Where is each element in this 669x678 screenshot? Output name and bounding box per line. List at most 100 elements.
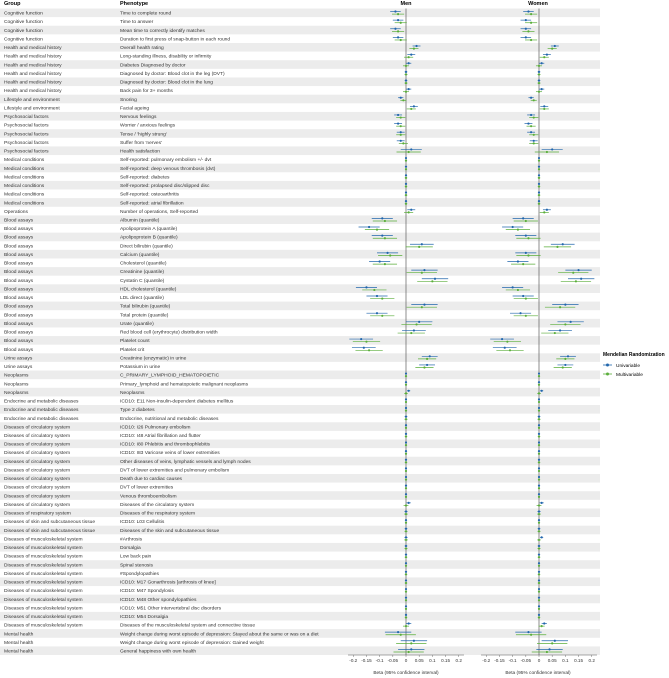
univariable-point [537,544,541,548]
multivariable-point [404,521,408,524]
univariable-point [410,208,413,211]
multivariable-point [402,99,405,102]
univariable-point [404,165,408,168]
phenotype-label: Venous thromboembolism [120,493,177,499]
multivariable-point [529,13,533,16]
univariable-point [410,53,413,56]
phenotype-label: Direct bilirubin (quantile) [120,243,173,249]
x-tick-label: 0.2 [589,658,596,663]
multivariable-point [537,599,541,602]
row-shade [0,42,600,52]
univariable-point [412,639,416,642]
univariable-point [553,44,556,48]
group-label: Diseases of musculoskeletal system [4,580,83,586]
row-shade [0,180,600,190]
univariable-point [561,243,564,246]
phenotype-label: Total protein (quantile) [120,312,169,318]
multivariable-point [396,30,400,33]
univariable-point [537,156,541,160]
univariable-point [537,493,541,496]
x-tick-label: 0.15 [574,658,583,663]
multivariable-point [537,176,541,179]
multivariable-point [404,400,408,404]
univariable-point [537,553,541,556]
group-label: Psychosocial factors [4,114,49,120]
multivariable-point [540,625,543,628]
multivariable-point [522,262,525,266]
multivariable-point [574,280,578,283]
univariable-point [418,320,421,323]
phenotype-label: Endocrine, nutritional and metabolic dis… [120,416,219,422]
phenotype-label: Tense / 'highly strung' [120,131,167,137]
univariable-point [519,312,522,315]
multivariable-point [404,383,408,386]
univariable-point [522,217,525,220]
univariable-point [365,286,368,289]
multivariable-point [524,219,527,223]
univariable-point [396,19,400,22]
univariable-point [537,406,541,410]
phenotype-label: Creatinine (enzymatic) in urine [120,355,187,361]
multivariable-point [532,99,535,102]
row-shade [0,60,600,69]
univariable-point [537,415,541,418]
group-label: Diseases of circulatory system [4,502,70,508]
univariable-point [548,648,551,651]
univariable-point [404,406,408,410]
x-tick-label: 0.05 [415,658,424,663]
multivariable-point [404,573,408,576]
univariable-point [404,156,408,160]
row-labels: Cognitive function Time to complete round… [4,11,319,655]
multivariable-point [537,435,541,438]
group-label: Diseases of musculoskeletal system [4,571,83,577]
multivariable-point [516,288,520,292]
univariable-point [511,286,514,289]
group-label: Diseases of skin and subcutaneous tissue [4,519,95,525]
phenotype-label: Duration to first press of snap-button i… [120,36,230,42]
univariable-point [404,579,408,582]
multivariable-point [537,495,541,498]
univariable-point [524,251,527,254]
univariable-point [396,36,400,39]
univariable-point [537,579,541,582]
row-shade [0,611,600,621]
univariable-point [399,96,402,99]
phenotype-label: Health satisfaction [120,149,160,155]
univariable-point [407,87,410,91]
phenotype-label: Weight change during worst episode of de… [120,640,264,646]
univariable-point [404,70,408,73]
multivariable-point [537,392,541,395]
phenotype-label: Self-reported: atrial fibrillation [120,200,184,206]
univariable-point [524,36,527,39]
multivariable-point [399,633,402,636]
row-shade [0,8,600,18]
group-label: Diseases of musculoskeletal system [4,554,83,560]
multivariable-point [425,357,429,361]
univariable-point [407,62,410,65]
univariable-point [404,174,408,177]
univariable-point [367,225,371,229]
multivariable-point [383,219,387,223]
x-tick-label: 0.15 [441,658,450,663]
row-shade [0,77,600,87]
phenotype-column-header: Phenotype [120,1,148,7]
univariable-point [540,389,543,392]
univariable-point [404,613,408,617]
group-label: Cognitive function [4,36,43,42]
multivariable-point [410,107,413,111]
multivariable-point [365,340,368,343]
phenotype-label: Potassium in urine [120,364,161,370]
group-label: Blood assays [4,312,34,318]
phenotype-label: Diagnosed by doctor: Blood clot in the l… [120,71,225,77]
group-label: Diseases of musculoskeletal system [4,623,83,629]
univariable-point [423,303,426,306]
phenotype-label: Urate (quantile) [120,321,154,327]
univariable-point [404,424,408,427]
univariable-point [381,217,384,220]
multivariable-point [537,90,541,93]
phenotype-label: Total bilirubin (quantile) [120,304,171,310]
univariable-point [543,105,546,108]
multivariable-point [537,444,541,447]
multivariable-point [373,288,376,292]
multivariable-point [537,590,541,593]
